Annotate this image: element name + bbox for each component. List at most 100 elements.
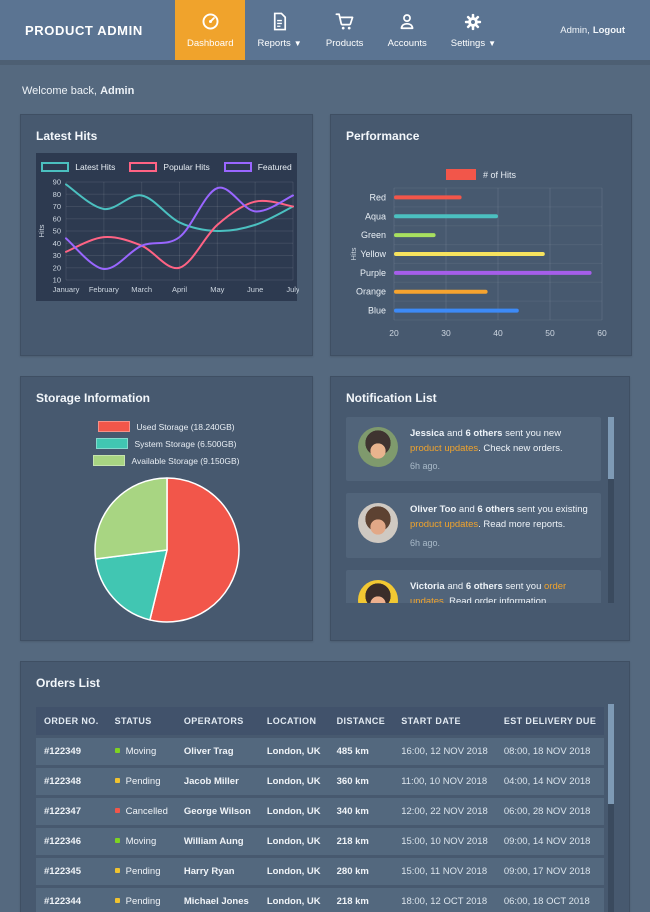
nav-item-accounts[interactable]: Accounts <box>376 0 439 60</box>
orders-table-header-row: ORDER NO. STATUS OPERATORS LOCATION DISTANCE… <box>36 707 605 735</box>
logout-link[interactable]: Logout <box>592 24 625 36</box>
table-cell: London, UK <box>258 888 329 912</box>
legend-item[interactable]: Featured <box>223 162 292 172</box>
table-row[interactable]: #122346 Moving William Aung London, UK 218 k… <box>36 828 605 855</box>
status-dot-icon <box>114 838 120 843</box>
table-cell: 218 km <box>328 828 394 855</box>
notification-link[interactable]: product updates <box>410 519 479 531</box>
table-cell: 340 km <box>328 798 394 825</box>
legend-label: Used Storage (18.240GB) <box>136 421 235 432</box>
welcome-message: Welcome back, Admin <box>22 85 135 97</box>
column-header[interactable]: DISTANCE <box>328 707 394 735</box>
column-header[interactable]: OPERATORS <box>175 707 259 735</box>
line-chart-plot: 10 20 30 40 50 60 70 80 90 January February March Ap… <box>37 178 300 295</box>
cart-icon <box>335 12 355 32</box>
bar-yellow <box>394 252 545 256</box>
svg-text:70: 70 <box>53 202 61 211</box>
status-dot-icon <box>114 898 120 903</box>
orders-card: Orders List ORDER NO. STATUS OPERATORS LOCA… <box>20 661 630 912</box>
table-row[interactable]: #122347 Cancelled George Wilson London, UK 3… <box>36 798 605 825</box>
user-name: Admin, <box>560 24 590 36</box>
svg-text:60: 60 <box>53 214 61 223</box>
performance-card: Performance # of Hits 20 30 40 50 60 Red Aqua G… <box>330 114 632 356</box>
legend-label: # of Hits <box>482 169 516 180</box>
notification-text: Oliver Too and 6 others sent you existin… <box>410 504 588 531</box>
legend-label: Popular Hits <box>163 162 210 172</box>
nav-label: Accounts <box>387 37 427 49</box>
notification-item[interactable]: Jessica and 6 others sent you new produc… <box>346 417 601 482</box>
table-cell: Oliver Trag <box>175 738 259 765</box>
notification-item[interactable]: Victoria and 6 others sent you order upd… <box>346 569 601 603</box>
bar-green <box>394 233 436 238</box>
notification-link[interactable]: product updates <box>410 442 479 454</box>
svg-text:40: 40 <box>493 328 503 338</box>
table-cell: #122349 <box>36 738 107 765</box>
orders-scrollbar-track[interactable] <box>608 704 614 912</box>
table-cell: 04:00, 14 NOV 2018 <box>495 768 605 795</box>
legend-item[interactable]: Available Storage (9.150GB) <box>93 455 240 466</box>
welcome-user-name: Admin <box>100 85 135 97</box>
svg-text:80: 80 <box>53 190 61 199</box>
table-cell: #122347 <box>36 798 107 825</box>
svg-text:Green: Green <box>361 230 386 240</box>
legend-item[interactable]: Latest Hits <box>41 162 115 172</box>
table-row[interactable]: #122348 Pending Jacob Miller London, UK 360 … <box>36 768 605 795</box>
table-cell: George Wilson <box>175 798 259 825</box>
status-badge: Moving <box>106 828 176 855</box>
column-header[interactable]: ORDER NO. <box>36 707 107 735</box>
notification-link[interactable]: order updates <box>410 580 567 603</box>
svg-text:Blue: Blue <box>368 306 386 316</box>
legend-item[interactable]: Used Storage (18.240GB) <box>98 421 235 432</box>
nav-item-reports[interactable]: Reports ▼ <box>245 0 313 60</box>
orders-scrollbar-thumb[interactable] <box>608 704 614 804</box>
table-row[interactable]: #122345 Pending Harry Ryan London, UK 280 km… <box>36 858 605 885</box>
column-header[interactable]: LOCATION <box>258 707 329 735</box>
legend-item[interactable]: System Storage (6.500GB) <box>96 438 237 449</box>
svg-text:50: 50 <box>53 227 61 236</box>
svg-text:40: 40 <box>53 239 61 248</box>
status-badge: Pending <box>106 888 176 912</box>
chevron-down-icon: ▼ <box>293 38 302 48</box>
table-cell: 08:00, 18 NOV 2018 <box>495 738 605 765</box>
main-menu: Dashboard Reports ▼ Products Accounts Set… <box>175 0 508 60</box>
table-row[interactable]: #122349 Moving Oliver Trag London, UK 485 km… <box>36 738 605 765</box>
svg-text:Purple: Purple <box>360 268 386 278</box>
column-header[interactable]: STATUS <box>106 707 176 735</box>
nav-item-dashboard[interactable]: Dashboard <box>175 0 246 60</box>
top-navbar: PRODUCT ADMIN Dashboard Reports ▼ Product… <box>0 0 650 60</box>
svg-text:May: May <box>210 285 224 294</box>
svg-text:Red: Red <box>369 192 386 202</box>
orders-table: ORDER NO. STATUS OPERATORS LOCATION DISTANCE… <box>36 704 605 912</box>
gauge-icon <box>201 12 220 32</box>
gear-icon <box>464 12 482 32</box>
column-header[interactable]: EST DELIVERY DUE <box>495 707 605 735</box>
status-dot-icon <box>114 748 120 753</box>
svg-text:Hits: Hits <box>349 247 358 260</box>
table-row[interactable]: #122344 Pending Michael Jones London, UK 218… <box>36 888 605 912</box>
bar-purple <box>394 270 592 275</box>
bar-chart-plot: 20 30 40 50 60 Red Aqua Green Yellow Purple Orange… <box>349 187 607 338</box>
table-cell: #122344 <box>36 888 107 912</box>
orders-table-area: ORDER NO. STATUS OPERATORS LOCATION DISTANCE… <box>36 704 614 912</box>
notifications-card: Notification List Jessica and 6 others s… <box>330 376 630 641</box>
table-cell: 16:00, 12 NOV 2018 <box>393 738 496 765</box>
status-badge: Pending <box>106 858 176 885</box>
svg-text:90: 90 <box>53 178 61 187</box>
notification-item[interactable]: Oliver Too and 6 others sent you existin… <box>346 493 601 558</box>
legend-label: Available Storage (9.150GB) <box>131 455 240 466</box>
notifications-scrollbar-track[interactable] <box>608 417 614 603</box>
nav-item-settings[interactable]: Settings ▼ <box>439 0 508 60</box>
notifications-scrollbar-thumb[interactable] <box>608 417 614 479</box>
legend-swatch <box>129 162 158 172</box>
svg-text:30: 30 <box>441 328 451 338</box>
table-cell: 218 km <box>328 888 394 912</box>
column-header[interactable]: START DATE <box>393 707 496 735</box>
avatar <box>358 579 398 603</box>
user-menu: Admin, Logout <box>560 0 625 60</box>
table-cell: 09:00, 17 NOV 2018 <box>495 858 605 885</box>
legend-item[interactable]: Popular Hits <box>129 162 210 172</box>
notification-text: Victoria and 6 others sent you order upd… <box>410 580 589 603</box>
line-series <box>65 199 294 270</box>
nav-item-products[interactable]: Products <box>314 0 376 60</box>
table-cell: London, UK <box>258 798 329 825</box>
